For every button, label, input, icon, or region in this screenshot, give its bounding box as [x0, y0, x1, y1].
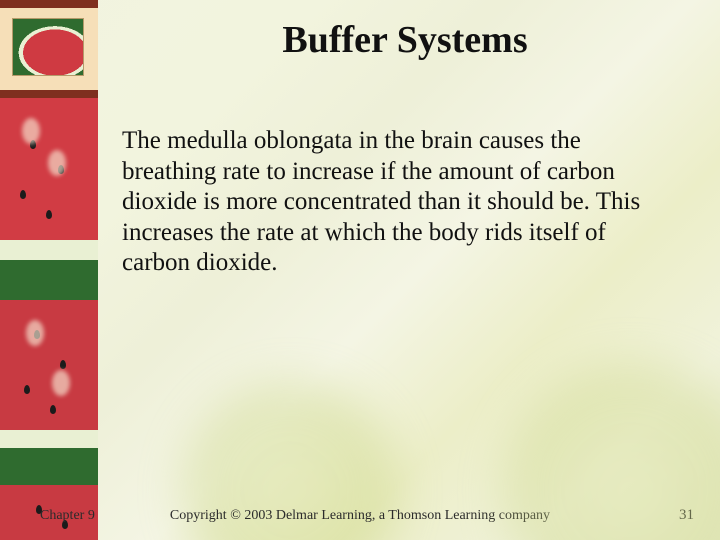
slide: Buffer Systems The medulla oblongata in …	[0, 0, 720, 540]
slide-body-text: The medulla oblongata in the brain cause…	[122, 126, 662, 279]
footer-page-number: 31	[679, 507, 694, 524]
seed-icon	[50, 405, 56, 414]
seed-icon	[60, 360, 66, 369]
highlight-icon	[48, 150, 66, 176]
slide-title: Buffer Systems	[120, 18, 690, 62]
highlight-icon	[26, 320, 44, 346]
watermelon-thumbnail-icon	[12, 18, 84, 76]
footer-copyright: Copyright © 2003 Delmar Learning, a Thom…	[0, 508, 720, 524]
seed-icon	[24, 385, 30, 394]
highlight-icon	[22, 118, 40, 144]
seed-icon	[46, 210, 52, 219]
seed-icon	[20, 190, 26, 199]
left-decorative-strip	[0, 0, 98, 540]
highlight-icon	[52, 370, 70, 396]
